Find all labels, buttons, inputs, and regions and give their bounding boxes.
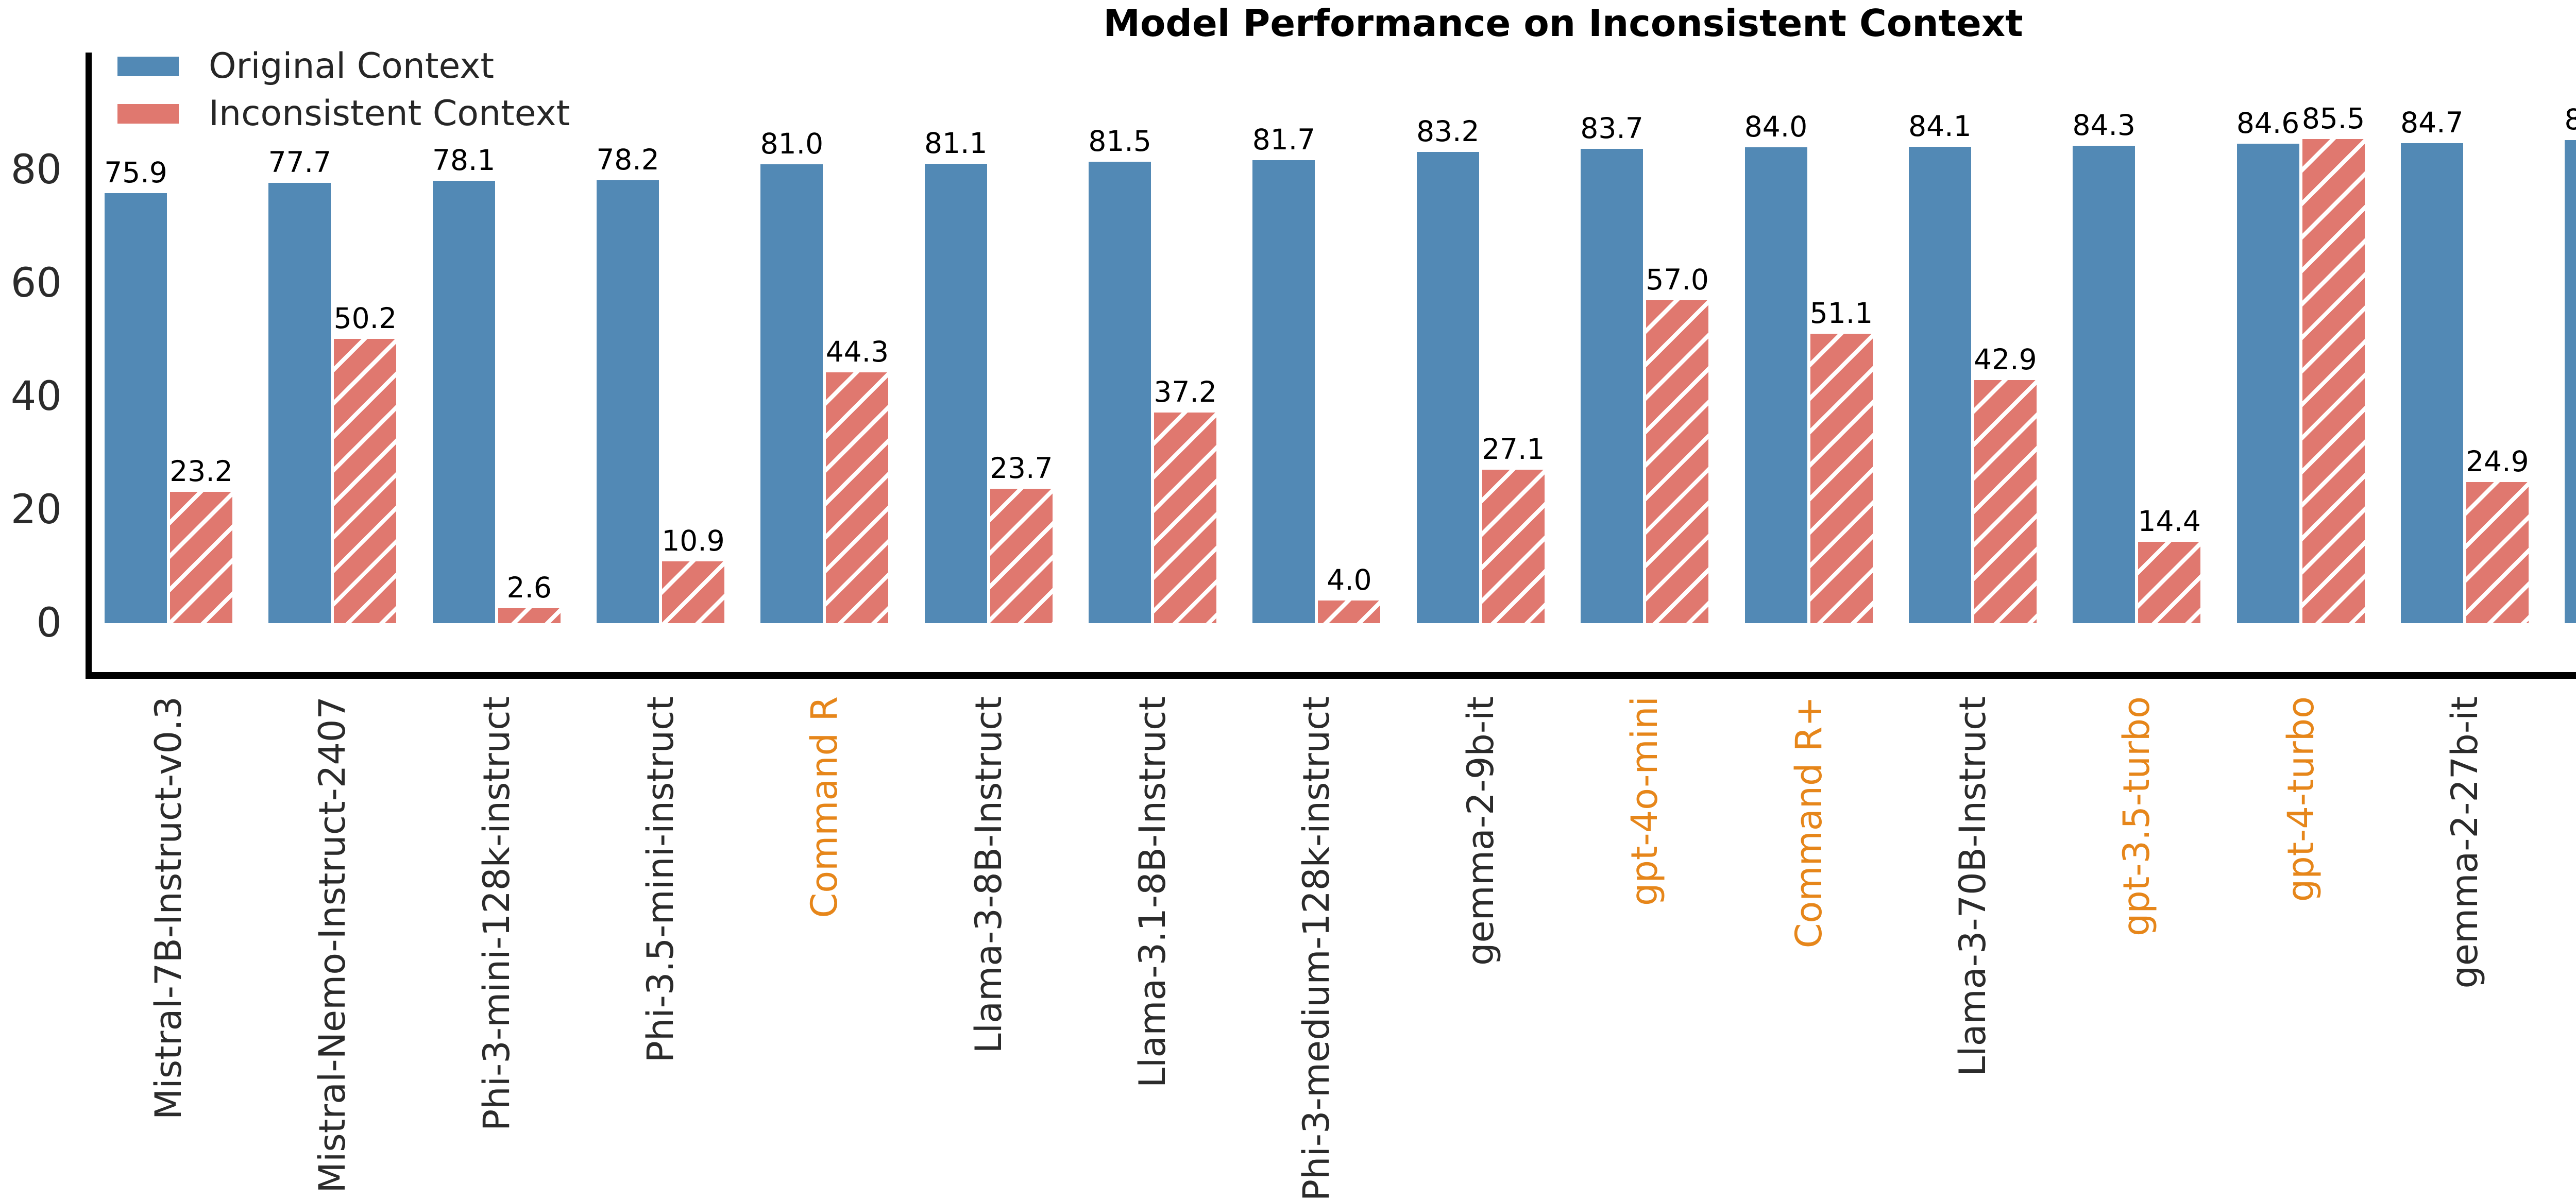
bar-value-label: 84.6 <box>2236 107 2300 140</box>
y-tick-label: 80 <box>10 147 62 193</box>
bar-original-context <box>2565 140 2576 623</box>
x-tick-label-text: Llama-3.1-8B-Instruct <box>1131 696 1174 1088</box>
bar-original-context <box>1744 147 1807 623</box>
bar-original-context <box>2073 145 2136 623</box>
bar-inconsistent-context <box>1482 469 1545 623</box>
bar-value-label: 37.2 <box>1154 375 1217 408</box>
bar-value-label: 51.1 <box>1809 296 1873 330</box>
bar-inconsistent-context <box>2138 541 2201 623</box>
bar-inconsistent-context <box>662 561 725 623</box>
bar-value-label: 24.9 <box>2466 445 2529 478</box>
bar-original-context <box>1581 149 1643 623</box>
legend-label-original-context: Original Context <box>209 46 495 87</box>
bar-original-context <box>760 164 823 623</box>
legend-swatch-original-context <box>117 57 179 76</box>
bar-value-label: 4.0 <box>1327 563 1372 596</box>
bar-value-label: 10.9 <box>662 524 725 558</box>
x-tick-label-text: Phi-3-medium-128k-instruct <box>1295 696 1338 1201</box>
bar-value-label: 81.1 <box>924 126 988 160</box>
bar-inconsistent-context <box>990 489 1053 623</box>
bar-value-label: 84.3 <box>2072 108 2136 142</box>
bar-original-context <box>105 193 167 623</box>
bar-value-label: 85.3 <box>2564 102 2576 136</box>
bar-inconsistent-context <box>2466 482 2529 623</box>
y-axis-spine <box>86 53 92 679</box>
bar-value-label: 83.2 <box>1416 114 1480 148</box>
bar-value-label: 14.4 <box>2138 504 2201 538</box>
x-tick-label-text: Command R <box>803 696 846 918</box>
y-tick-label: 60 <box>10 260 62 306</box>
bar-inconsistent-context <box>170 491 232 623</box>
bar-value-label: 84.7 <box>2400 106 2464 140</box>
bar-value-label: 23.2 <box>170 454 233 488</box>
y-tick-label: 40 <box>10 373 62 420</box>
bar-value-label: 27.1 <box>1482 432 1545 466</box>
bar-original-context <box>268 183 331 623</box>
x-axis-spine <box>86 672 2576 679</box>
bar-value-label: 84.0 <box>1744 110 1808 143</box>
bar-value-label: 83.7 <box>1580 112 1643 145</box>
x-tick-label-text: Phi-3-mini-128k-instruct <box>475 696 518 1131</box>
bar-value-label: 81.5 <box>1088 124 1151 158</box>
bar-original-context <box>1416 151 1479 623</box>
x-tick-label-text: gemma-2-27b-it <box>2443 696 2486 989</box>
bar-original-context <box>2236 144 2299 623</box>
bar-inconsistent-context <box>1154 412 1217 623</box>
bar-original-context <box>924 163 987 623</box>
x-tick-label-text: Mistral-Nemo-Instruct-2407 <box>311 696 354 1193</box>
bar-value-label: 57.0 <box>1646 263 1709 296</box>
bar-inconsistent-context <box>826 372 889 623</box>
bar-original-context <box>1089 161 1151 623</box>
x-tick-label-text: gpt-4o-mini <box>1623 696 1666 906</box>
bar-original-context <box>432 180 495 623</box>
x-tick-label-text: gemma-2-9b-it <box>1459 696 1502 966</box>
chart-title: Model Performance on Inconsistent Contex… <box>1103 2 2023 45</box>
bar-value-label: 2.6 <box>506 571 552 605</box>
bar-inconsistent-context <box>498 608 561 623</box>
x-tick-label-text: Llama-3-8B-Instruct <box>967 696 1010 1054</box>
x-tick-label-text: gpt-4-turbo <box>2279 696 2322 902</box>
bar-original-context <box>1908 146 1971 623</box>
bar-original-context <box>1252 160 1315 623</box>
bar-inconsistent-context <box>1646 300 1709 623</box>
bar-value-label: 81.0 <box>760 127 824 160</box>
bar-value-label: 78.1 <box>432 143 496 177</box>
bar-original-context <box>2400 143 2463 623</box>
x-tick-label-text: Command R+ <box>1787 696 1830 949</box>
bar-inconsistent-context <box>2302 139 2365 623</box>
bar-value-label: 44.3 <box>825 335 889 368</box>
bar-value-label: 84.1 <box>1908 109 1972 143</box>
bar-value-label: 78.2 <box>596 143 659 176</box>
bar-value-label: 42.9 <box>1974 343 2037 376</box>
bar-value-label: 81.7 <box>1252 123 1316 157</box>
bar-inconsistent-context <box>1318 600 1381 623</box>
bar-original-context <box>597 180 659 623</box>
x-tick-label-text: Llama-3-70B-Instruct <box>1951 696 1994 1076</box>
bar-inconsistent-context <box>334 338 397 623</box>
bar-value-label: 77.7 <box>268 146 332 179</box>
y-tick-label: 0 <box>36 600 62 646</box>
bar-inconsistent-context <box>1974 380 2037 623</box>
x-tick-label-text: gpt-3.5-turbo <box>2115 696 2158 937</box>
legend-swatch-inconsistent-context <box>117 104 179 124</box>
x-tick-label-text: Phi-3.5-mini-instruct <box>639 696 682 1063</box>
bar-value-label: 75.9 <box>104 156 167 190</box>
bar-value-label: 85.5 <box>2301 101 2365 135</box>
y-tick-label: 20 <box>10 487 62 533</box>
bar-value-label: 50.2 <box>333 301 397 335</box>
x-tick-label-text: Mistral-7B-Instruct-v0.3 <box>147 696 190 1120</box>
legend-label-inconsistent-context: Inconsistent Context <box>209 93 570 134</box>
bar-value-label: 23.7 <box>990 452 1053 485</box>
bar-inconsistent-context <box>1810 333 1873 623</box>
